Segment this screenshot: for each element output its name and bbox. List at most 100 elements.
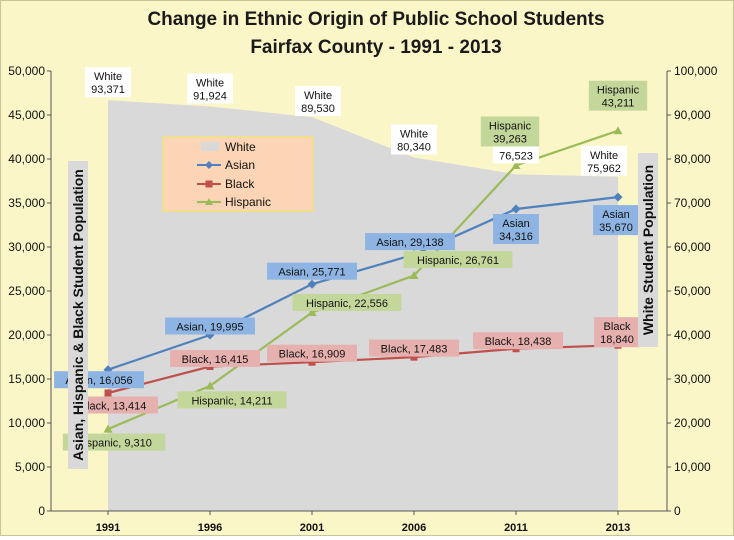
data-label-box-hispanic	[177, 391, 287, 409]
data-label-asian: Asian, 25,771	[278, 267, 345, 279]
data-label-white: 89,530	[301, 103, 335, 115]
marker-hispanic	[103, 424, 113, 433]
data-label-box-white	[85, 67, 131, 98]
data-label-hispanic: Hispanic	[489, 121, 532, 133]
marker-hispanic	[409, 271, 419, 280]
y-tick-label-left: 35,000	[8, 196, 45, 210]
chart-subtitle: Fairfax County - 1991 - 2013	[250, 37, 501, 58]
data-label-white: White	[304, 90, 332, 102]
y-tick-label-right: 20,000	[674, 416, 711, 430]
marker-asian	[511, 204, 521, 214]
y-tick-label-left: 20,000	[8, 328, 45, 342]
legend-label-hispanic: Hispanic	[225, 195, 271, 209]
data-label-asian: Asian, 29,138	[376, 237, 443, 249]
legend: White Asian Black Hispanic	[162, 136, 314, 212]
data-label-asian: Asian, 19,995	[176, 322, 243, 334]
data-label-box-white	[391, 124, 437, 155]
y-tick-label-left: 45,000	[8, 108, 45, 122]
x-tick-label: 2013	[606, 522, 630, 534]
data-label-black: Black, 16,415	[182, 354, 249, 366]
data-label-white: White	[590, 150, 618, 162]
legend-marker-hispanic	[205, 198, 213, 205]
data-label-hispanic: 39,263	[493, 134, 527, 146]
data-label-white: 75,962	[587, 163, 621, 175]
data-label-box-hispanic	[403, 251, 513, 268]
data-label-box-black	[267, 344, 357, 362]
y-axis-title-left-group: Asian, Hispanic & Black Student Populati…	[68, 161, 88, 469]
data-label-black: Black, 13,414	[80, 401, 147, 413]
y-tick-label-right: 10,000	[674, 460, 711, 474]
legend-label-white: White	[225, 140, 256, 154]
data-label-box-white	[581, 145, 627, 176]
marker-hispanic	[307, 308, 317, 317]
data-label-box-hispanic	[62, 433, 166, 451]
data-label-box-hispanic	[588, 80, 648, 111]
data-label-box-black	[594, 317, 640, 348]
marker-black	[410, 353, 418, 361]
data-label-box-black	[68, 396, 158, 414]
data-label-white: 91,924	[193, 91, 227, 103]
data-label-hispanic: 43,211	[602, 98, 635, 110]
y-tick-label-right: 50,000	[674, 284, 711, 298]
data-label-white: 93,371	[91, 84, 125, 96]
marker-hispanic	[511, 160, 521, 169]
y-tick-label-left: 50,000	[8, 64, 45, 78]
x-tick-label: 2011	[504, 522, 528, 534]
y-tick-label-right: 40,000	[674, 328, 711, 342]
y-tick-label-right: 90,000	[674, 108, 711, 122]
legend-label-black: Black	[225, 177, 255, 191]
x-tick-label: 2001	[300, 522, 324, 534]
marker-black	[308, 358, 316, 366]
y-tick-label-left: 5,000	[15, 460, 45, 474]
data-label-box-white	[295, 86, 341, 117]
data-label-box-black	[473, 332, 563, 350]
data-label-white: White	[196, 78, 224, 90]
data-label-box-hispanic	[480, 116, 540, 147]
data-label-box-asian	[165, 317, 255, 335]
data-label-hispanic: Hispanic	[597, 85, 640, 97]
y-axis-title-right-group: White Student Population	[638, 153, 658, 347]
marker-asian	[613, 192, 623, 202]
data-label-box-asian	[493, 214, 539, 244]
data-label-asian: 34,316	[499, 231, 533, 243]
y-tick-label-right: 0	[674, 504, 681, 518]
data-label-hispanic: Hispanic, 14,211	[191, 395, 272, 407]
y-tick-label-right: 100,000	[674, 64, 718, 78]
y-tick-label-left: 30,000	[8, 240, 45, 254]
data-label-box-asian	[365, 233, 455, 251]
legend-label-asian: Asian	[225, 158, 255, 172]
data-label-asian: 35,670	[599, 222, 633, 234]
series-line-asian	[107, 196, 619, 371]
y-axis-title-right: White Student Population	[640, 165, 656, 335]
y-tick-label-right: 80,000	[674, 152, 711, 166]
data-label-box-asian	[267, 262, 357, 280]
y-tick-label-left: 15,000	[8, 372, 45, 386]
x-tick-label: 2006	[402, 522, 426, 534]
marker-black	[104, 389, 112, 397]
marker-asian	[307, 279, 317, 289]
data-label-black: Black, 18,438	[485, 336, 552, 348]
y-tick-label-left: 40,000	[8, 152, 45, 166]
data-label-box-asian	[593, 205, 639, 236]
data-label-box-white	[187, 73, 233, 104]
data-label-black: Black, 17,483	[381, 344, 448, 356]
x-tick-label: 1991	[96, 522, 120, 534]
data-label-asian: Asian	[602, 209, 630, 221]
data-label-white: White	[94, 71, 122, 83]
legend-marker-asian	[205, 161, 213, 169]
data-label-asian: Asian	[502, 218, 530, 230]
x-tick-label: 1996	[198, 522, 222, 534]
data-label-box-black	[170, 350, 260, 367]
data-label-black: 18,840	[600, 334, 634, 346]
y-tick-label-right: 70,000	[674, 196, 711, 210]
data-label-box-hispanic	[292, 294, 402, 311]
chart-title: Change in Ethnic Origin of Public School…	[147, 9, 604, 30]
y-tick-label-left: 10,000	[8, 416, 45, 430]
data-label-black: Black	[604, 321, 631, 333]
data-label-black: Black, 16,909	[279, 349, 346, 361]
legend-swatch-white	[201, 142, 219, 151]
legend-marker-black	[205, 180, 213, 188]
data-label-hispanic: Hispanic, 22,556	[306, 298, 388, 310]
y-tick-label-right: 60,000	[674, 240, 711, 254]
